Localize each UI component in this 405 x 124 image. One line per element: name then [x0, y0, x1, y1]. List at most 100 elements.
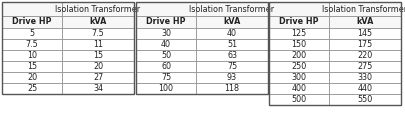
- Text: 300: 300: [292, 73, 307, 82]
- Text: 500: 500: [292, 95, 307, 104]
- Bar: [196, 61, 268, 72]
- Bar: [196, 39, 268, 50]
- Bar: [329, 16, 401, 28]
- Bar: [2, 16, 62, 28]
- Bar: [329, 72, 401, 83]
- Bar: [2, 39, 62, 50]
- Bar: [62, 50, 134, 61]
- Text: 10: 10: [27, 51, 37, 60]
- Bar: [329, 39, 401, 50]
- Bar: [136, 2, 196, 16]
- Bar: [136, 50, 196, 61]
- Bar: [136, 2, 268, 94]
- Text: 7.5: 7.5: [26, 40, 38, 49]
- Bar: [136, 28, 196, 39]
- Text: Isolation Transformer: Isolation Transformer: [55, 4, 141, 14]
- Text: kVA: kVA: [223, 17, 241, 27]
- Text: 7.5: 7.5: [92, 29, 104, 38]
- Text: Isolation Transformer: Isolation Transformer: [322, 4, 405, 14]
- Text: 40: 40: [161, 40, 171, 49]
- Text: Drive HP: Drive HP: [146, 17, 186, 27]
- Bar: [269, 39, 329, 50]
- Text: 75: 75: [161, 73, 171, 82]
- Text: 63: 63: [227, 51, 237, 60]
- Bar: [196, 83, 268, 94]
- Text: 93: 93: [227, 73, 237, 82]
- Text: kVA: kVA: [356, 17, 374, 27]
- Bar: [269, 16, 329, 28]
- Text: 275: 275: [357, 62, 373, 71]
- Bar: [269, 72, 329, 83]
- Text: 20: 20: [27, 73, 37, 82]
- Text: 118: 118: [224, 84, 239, 93]
- Text: 150: 150: [292, 40, 307, 49]
- Text: Drive HP: Drive HP: [279, 17, 319, 27]
- Text: 27: 27: [93, 73, 103, 82]
- Bar: [2, 72, 62, 83]
- Text: 400: 400: [292, 84, 307, 93]
- Bar: [2, 2, 62, 16]
- Text: 11: 11: [93, 40, 103, 49]
- Text: 125: 125: [292, 29, 307, 38]
- Text: 15: 15: [27, 62, 37, 71]
- Text: 200: 200: [292, 51, 307, 60]
- Bar: [62, 28, 134, 39]
- Text: 15: 15: [93, 51, 103, 60]
- Bar: [2, 50, 62, 61]
- Text: 440: 440: [358, 84, 373, 93]
- Text: Drive HP: Drive HP: [12, 17, 52, 27]
- Bar: [196, 2, 268, 16]
- Bar: [136, 72, 196, 83]
- Text: 5: 5: [30, 29, 34, 38]
- Text: 330: 330: [358, 73, 373, 82]
- Bar: [269, 61, 329, 72]
- Text: 250: 250: [292, 62, 307, 71]
- Text: 75: 75: [227, 62, 237, 71]
- Bar: [329, 2, 401, 16]
- Bar: [62, 39, 134, 50]
- Text: Isolation Transformer: Isolation Transformer: [190, 4, 275, 14]
- Bar: [62, 83, 134, 94]
- Text: 220: 220: [357, 51, 373, 60]
- Text: 40: 40: [227, 29, 237, 38]
- Bar: [269, 28, 329, 39]
- Bar: [269, 94, 329, 105]
- Bar: [196, 72, 268, 83]
- Bar: [2, 61, 62, 72]
- Text: 550: 550: [357, 95, 373, 104]
- Text: 34: 34: [93, 84, 103, 93]
- Bar: [269, 50, 329, 61]
- Bar: [269, 2, 329, 16]
- Text: kVA: kVA: [90, 17, 107, 27]
- Bar: [136, 83, 196, 94]
- Bar: [136, 61, 196, 72]
- Text: 20: 20: [93, 62, 103, 71]
- Bar: [269, 2, 401, 105]
- Bar: [196, 50, 268, 61]
- Bar: [2, 2, 134, 94]
- Bar: [196, 16, 268, 28]
- Text: 100: 100: [158, 84, 173, 93]
- Bar: [329, 50, 401, 61]
- Text: 50: 50: [161, 51, 171, 60]
- Bar: [62, 2, 134, 16]
- Text: 25: 25: [27, 84, 37, 93]
- Bar: [136, 16, 196, 28]
- Bar: [329, 28, 401, 39]
- Bar: [2, 28, 62, 39]
- Bar: [329, 83, 401, 94]
- Text: 175: 175: [357, 40, 373, 49]
- Text: 51: 51: [227, 40, 237, 49]
- Bar: [269, 83, 329, 94]
- Text: 145: 145: [358, 29, 373, 38]
- Bar: [2, 83, 62, 94]
- Bar: [62, 61, 134, 72]
- Bar: [329, 94, 401, 105]
- Bar: [329, 61, 401, 72]
- Bar: [196, 28, 268, 39]
- Text: 30: 30: [161, 29, 171, 38]
- Bar: [62, 72, 134, 83]
- Bar: [136, 39, 196, 50]
- Text: 60: 60: [161, 62, 171, 71]
- Bar: [62, 16, 134, 28]
